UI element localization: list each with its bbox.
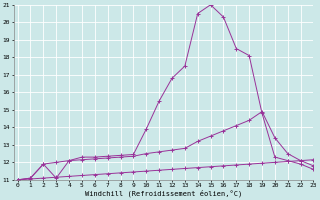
X-axis label: Windchill (Refroidissement éolien,°C): Windchill (Refroidissement éolien,°C)	[85, 190, 242, 197]
